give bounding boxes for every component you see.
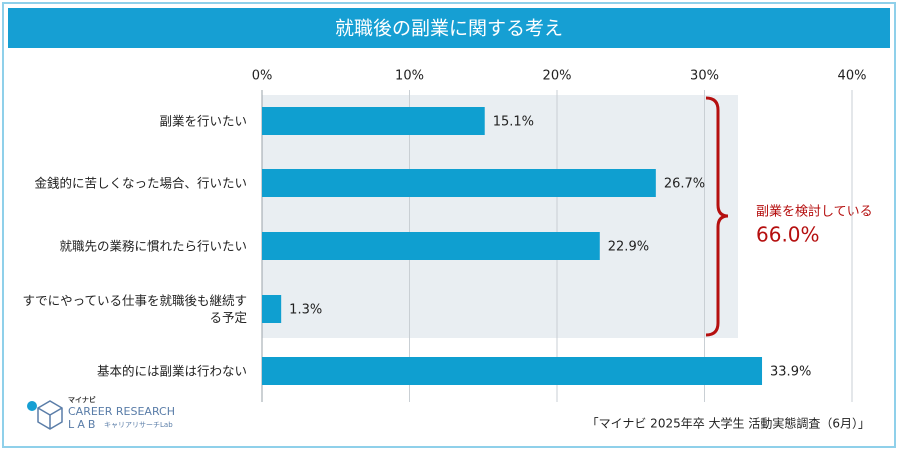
logo-text: LAB xyxy=(68,418,98,431)
bracket xyxy=(705,96,729,337)
bar xyxy=(262,107,485,135)
x-tick-label: 20% xyxy=(543,69,572,84)
logo-text: キャリアリサーチLab xyxy=(104,421,173,429)
annotation: 副業を検討している xyxy=(756,204,873,220)
logo-text: CAREER RESEARCH xyxy=(68,405,175,418)
logo-text: マイナビ xyxy=(68,395,96,404)
bar xyxy=(262,295,282,323)
category-label: 基本的には副業は行わない xyxy=(96,363,247,379)
bar xyxy=(262,232,600,260)
title-bar xyxy=(8,8,890,48)
x-tick-label: 40% xyxy=(838,69,867,84)
x-tick-label: 0% xyxy=(252,69,273,84)
logo-cube xyxy=(37,400,63,430)
category-label: 副業を行いたい xyxy=(159,113,247,129)
value-label: 22.9% xyxy=(608,240,649,255)
logo-dot xyxy=(27,401,37,411)
group-shade xyxy=(262,95,738,338)
category-label: すでにやっている仕事を就職後も継続する予定 xyxy=(22,293,247,325)
category-label: 金銭的に苦しくなった場合、行いたい xyxy=(34,175,247,191)
chart-title: 就職後の副業に関する考え xyxy=(335,18,563,40)
source: 「マイナビ 2025年卒 大学生 活動実態調査（6月）」 xyxy=(587,416,870,431)
category-label: 就職先の業務に慣れたら行いたい xyxy=(59,238,247,254)
bar xyxy=(262,169,656,197)
value-label: 1.3% xyxy=(289,303,322,318)
bar xyxy=(262,357,763,385)
annotation-value: 66.0% xyxy=(756,223,820,247)
x-tick-label: 30% xyxy=(690,69,719,84)
x-tick-label: 10% xyxy=(395,69,424,84)
value-label: 15.1% xyxy=(493,115,534,130)
value-label: 26.7% xyxy=(664,177,705,192)
value-label: 33.9% xyxy=(770,365,811,380)
